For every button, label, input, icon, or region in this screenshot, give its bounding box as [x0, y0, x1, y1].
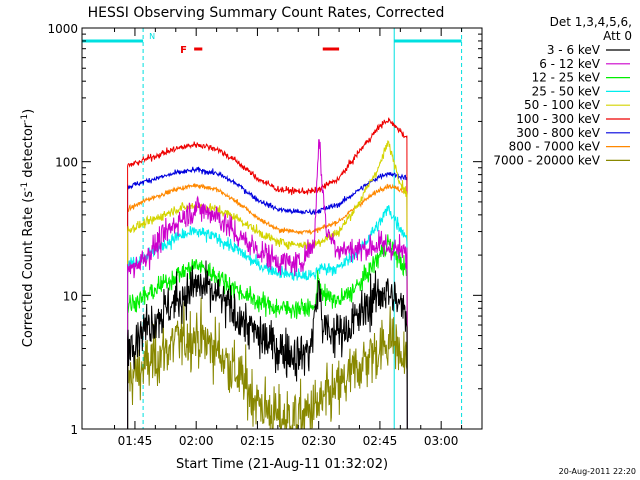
legend-entry-label: 25 - 50 keV: [532, 84, 601, 98]
y-axis-label-end: ): [21, 109, 36, 114]
series-group: [127, 117, 408, 429]
legend-entry-label: 800 - 7000 keV: [509, 140, 601, 154]
x-tick-label: 02:15: [240, 434, 275, 448]
chart-title: HESSI Observing Summary Count Rates, Cor…: [88, 5, 445, 21]
y-axis-label-mid: detector: [21, 122, 36, 182]
night-label: N: [149, 32, 155, 41]
x-axis-label: Start Time (21-Aug-11 01:32:02): [176, 457, 388, 472]
x-tick-label: 02:30: [301, 434, 336, 448]
x-tick-label: 01:45: [118, 434, 153, 448]
x-tick-label: 02:45: [363, 434, 398, 448]
y-tick-label: 10: [63, 289, 78, 303]
legend-entry-label: 6 - 12 keV: [539, 57, 601, 71]
x-tick-label: 02:00: [179, 434, 214, 448]
y-axis-label-sup1: -1: [20, 182, 30, 191]
series-line: [127, 166, 408, 429]
y-tick-label: 1: [70, 423, 78, 437]
legend-entry-label: 50 - 100 keV: [524, 98, 601, 112]
y-axis-label: Corrected Count Rate (s-1 detector-1): [20, 109, 36, 347]
series-line: [127, 139, 408, 429]
legend-header-detectors: Det 1,3,4,5,6,: [550, 15, 632, 29]
legend-entry-label: 3 - 6 keV: [547, 43, 601, 57]
legend-entry-label: 12 - 25 keV: [532, 71, 601, 85]
footer-timestamp: 20-Aug-2011 22:20: [559, 467, 636, 476]
plot-frame: [81, 27, 483, 430]
series-line: [127, 140, 408, 429]
series-line: [127, 117, 408, 429]
series-line: [127, 260, 408, 429]
legend-entry-label: 300 - 800 keV: [516, 126, 600, 140]
flare-flag-label: F: [180, 45, 187, 56]
y-axis-label-sup2: -1: [20, 114, 30, 123]
series-line: [127, 183, 408, 429]
legend-entry-label: 100 - 300 keV: [516, 112, 600, 126]
axes-group: 01:45 02:00 02:15 02:30 02:45 03:00 1 10 100 1000: [47, 22, 482, 448]
y-tick-label: 1000: [47, 22, 78, 36]
legend-header-attenuator: Att 0: [603, 29, 632, 43]
x-tick-label: 03:00: [424, 434, 459, 448]
series-line: [127, 234, 408, 429]
y-tick-label: 100: [55, 156, 78, 170]
y-axis-label-main: Corrected Count Rate (s: [21, 191, 36, 348]
series-line: [127, 297, 408, 429]
legend-entry-label: 7000 - 20000 keV: [493, 153, 600, 167]
